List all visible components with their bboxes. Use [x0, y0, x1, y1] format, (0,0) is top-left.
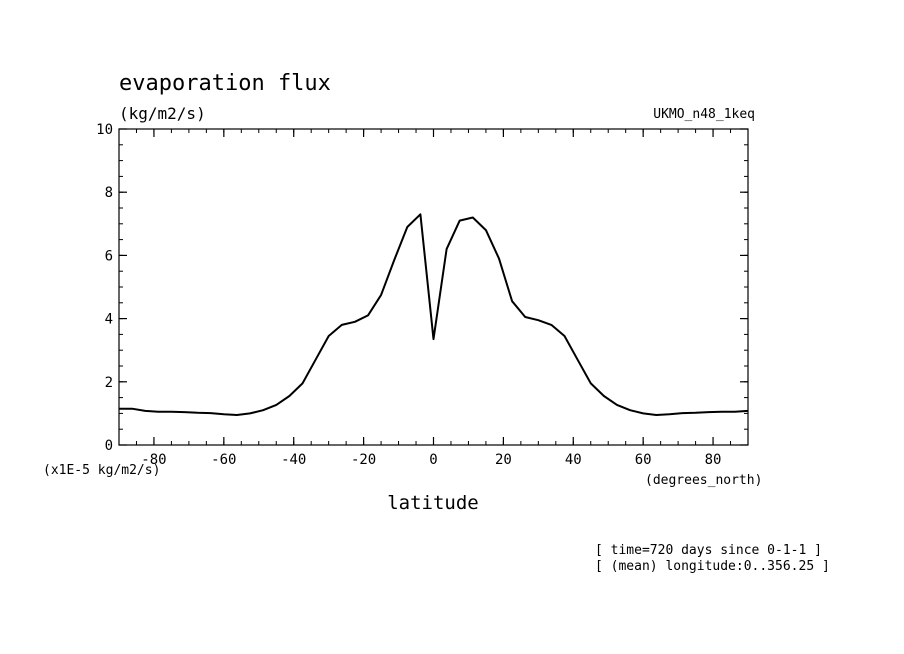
y-tick-label: 0 — [105, 438, 113, 454]
x-tick-label: 40 — [565, 452, 582, 468]
x-tick-label: -20 — [351, 452, 376, 468]
x-tick-label: -80 — [141, 452, 166, 468]
y-tick-label: 8 — [105, 185, 113, 201]
x-tick-label: 0 — [429, 452, 437, 468]
y-tick-label: 10 — [96, 122, 113, 138]
time-note: [ time=720 days since 0-1-1 ] — [595, 543, 822, 558]
units-label: (kg/m2/s) — [119, 104, 206, 123]
y-axis: 0 2 4 6 8 10 — [96, 122, 748, 454]
scale-label: (x1E-5 kg/m2/s) — [43, 463, 160, 478]
x-tick-label: 20 — [495, 452, 512, 468]
model-label: UKMO_n48_1keq — [653, 107, 755, 122]
minor-ticks — [118, 128, 749, 446]
y-tick-label: 2 — [105, 375, 113, 391]
y-tick-label: 4 — [105, 312, 113, 328]
x-units-label: (degrees_north) — [645, 473, 762, 488]
x-tick-label: 80 — [705, 452, 722, 468]
y-tick-label: 6 — [105, 248, 113, 264]
x-axis: -80 -60 -40 -20 0 20 40 60 80 — [141, 129, 721, 468]
plot-frame — [118, 128, 749, 446]
x-tick-label: -60 — [211, 452, 236, 468]
x-tick-label: -40 — [281, 452, 306, 468]
series-line-evaporation — [119, 213, 749, 416]
x-axis-title: latitude — [387, 492, 479, 514]
x-tick-label: 60 — [635, 452, 652, 468]
longitude-note: [ (mean) longitude:0..356.25 ] — [595, 559, 830, 574]
chart-title: evaporation flux — [119, 71, 331, 96]
